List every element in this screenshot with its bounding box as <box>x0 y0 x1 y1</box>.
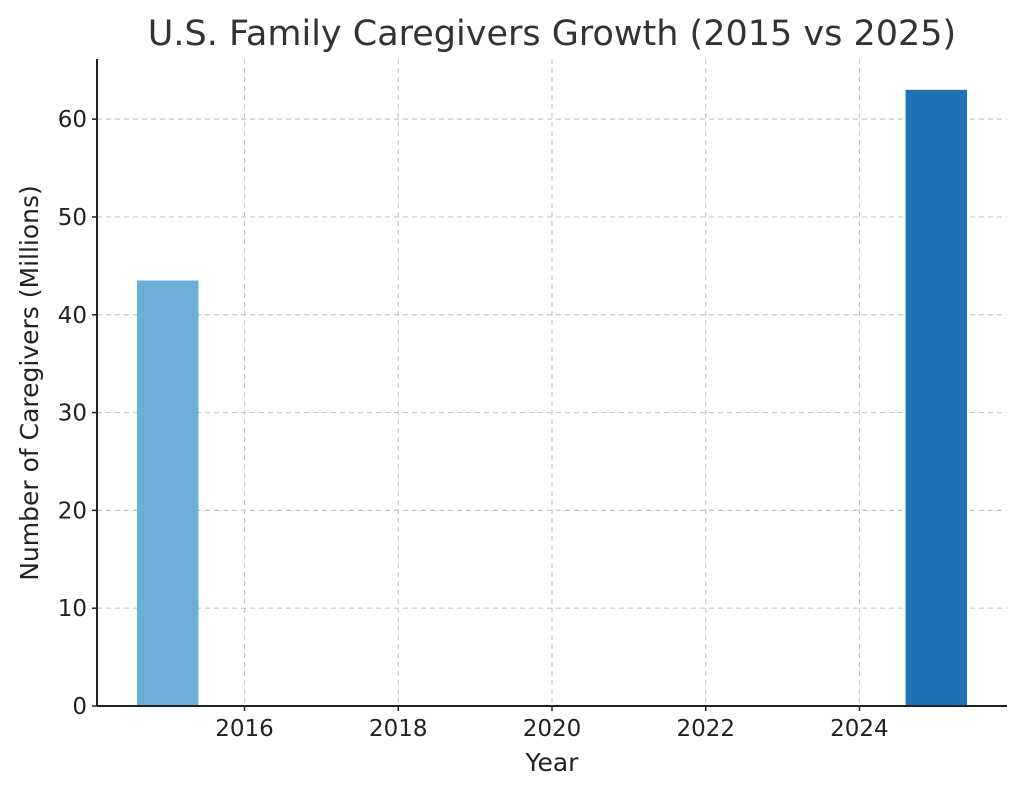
chart-title: U.S. Family Caregivers Growth (2015 vs 2… <box>148 14 956 54</box>
y-tick-label: 20 <box>58 498 87 524</box>
x-axis-label: Year <box>525 748 580 777</box>
y-axis-label: Number of Caregivers (Millions) <box>15 185 44 581</box>
bar-2015 <box>136 280 199 706</box>
bar-2025 <box>905 89 968 707</box>
y-tick-label: 60 <box>58 107 87 133</box>
y-tick-label: 10 <box>58 596 87 622</box>
x-tick-label: 2018 <box>369 716 428 742</box>
y-tick-label: 30 <box>58 401 87 427</box>
x-tick-label: 2020 <box>523 716 582 742</box>
grid-layer <box>97 59 1007 706</box>
y-tick-label: 0 <box>72 694 87 720</box>
y-tick-label: 40 <box>58 303 87 329</box>
ticks-layer: 2016 2018 2020 2022 2024 0 10 20 30 40 50 60 <box>58 107 889 742</box>
x-tick-label: 2022 <box>676 716 735 742</box>
x-tick-label: 2024 <box>830 716 889 742</box>
x-tick-label: 2016 <box>215 716 274 742</box>
bars-layer <box>136 89 968 707</box>
y-tick-label: 50 <box>58 205 87 231</box>
